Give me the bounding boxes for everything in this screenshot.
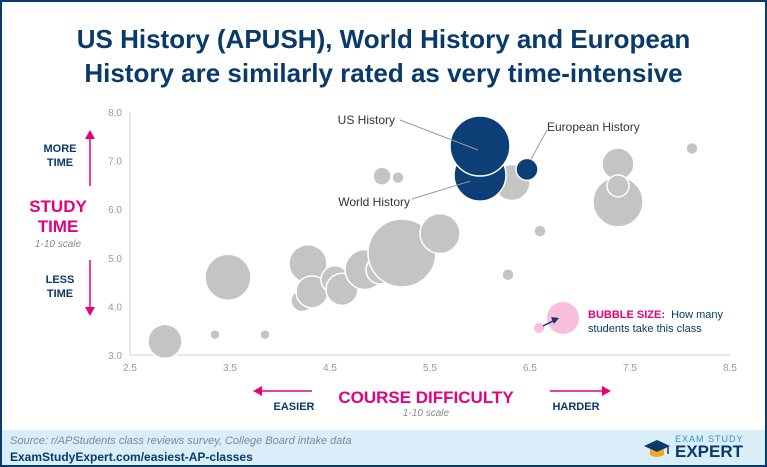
footer: Source: r/APStudents class reviews surve… [2,430,765,465]
right-arrow-icon [602,386,611,396]
x-tick-label: 6.5 [523,363,537,374]
course-bubble [209,328,221,341]
x-tick-label: 3.5 [223,363,237,374]
y-tick-label: 3.0 [108,351,122,362]
less-time-line-1: LESS [46,274,75,286]
source-note: Source: r/APStudents class reviews surve… [10,435,352,447]
title-line-2: History are similarly rated as very time… [84,58,683,88]
callouts-layer: US History World History European History [338,113,640,209]
title-line-1: US History (APUSH), World History and Eu… [76,24,691,54]
site-url[interactable]: ExamStudyExpert.com/easiest-AP-classes [10,450,253,464]
less-time-line-2: TIME [47,288,73,300]
us-history-leader-line [399,119,479,151]
harder-label: HARDER [552,401,599,413]
chart-axes [129,112,730,356]
bubble-size-title: BUBBLE SIZE: [588,309,665,321]
course-difficulty-label: COURSE DIFFICULTY [338,388,514,407]
x-tick-labels: 2.5 3.5 4.5 5.5 6.5 7.5 8.5 [123,363,737,374]
bubble-size-legend: BUBBLE SIZE: How many students take this… [534,302,724,335]
course-bubble [259,328,271,341]
x-tick-label: 7.5 [623,363,637,374]
x-tick-label: 4.5 [323,363,337,374]
logo-text-top: EXAM STUDY [675,434,744,444]
more-time-line-1: MORE [44,143,77,155]
course-bubble [204,253,252,301]
x-tick-label: 8.5 [723,363,737,374]
easier-label: EASIER [274,401,315,413]
brand-logo: EXAM STUDY EXPERT [643,434,753,462]
course-bubble [147,323,183,360]
graduation-cap-icon [644,440,670,457]
european-history-label: European History [547,120,640,134]
bubble-size-text-2: students take this class [588,323,702,335]
study-time-line-1: STUDY [29,197,87,216]
bubbles-layer [147,115,699,360]
highlight-bubble [449,115,511,177]
course-bubble [391,170,405,185]
bubble-size-text-1: How many [671,309,723,321]
more-time-line-2: TIME [47,157,73,169]
left-arrow-icon [253,386,262,396]
chart-title: US History (APUSH), World History and Eu… [2,22,765,90]
y-tick-label: 4.0 [108,302,122,313]
course-bubble [533,224,547,238]
course-bubble [685,141,699,156]
world-history-label: World History [338,195,410,209]
us-history-label: US History [338,113,395,127]
world-history-leader-line [411,180,471,200]
x-tick-label: 2.5 [123,363,137,374]
y-scale-note: 1-10 scale [35,239,82,250]
course-bubble [372,166,392,186]
bubble-size-line-1: BUBBLE SIZE: How many [588,309,724,321]
logo-text-main: EXPERT [675,442,744,461]
course-bubble [501,268,515,282]
y-tick-label: 6.0 [108,205,122,216]
y-tick-label: 7.0 [108,157,122,168]
x-axis-annotations: EASIER COURSE DIFFICULTY 1-10 scale HARD… [253,386,611,419]
y-tick-label: 8.0 [108,108,122,119]
legend-large-bubble [547,302,579,334]
y-tick-labels: 3.0 4.0 5.0 6.0 7.0 8.0 [108,108,122,362]
up-arrow-icon [85,130,95,139]
y-axis-annotations: MORE TIME STUDY TIME 1-10 scale LESS TIM… [29,130,95,316]
legend-small-bubble [534,323,544,333]
highlight-bubble [515,157,539,182]
y-tick-label: 5.0 [108,254,122,265]
bubble-chart: 3.0 4.0 5.0 6.0 7.0 8.0 2.5 3.5 4.5 5.5 6.5 7.5 8.5… [29,108,737,419]
x-scale-note: 1-10 scale [403,408,450,419]
european-history-leader-line [530,129,548,160]
course-bubble [606,174,630,198]
down-arrow-icon [85,307,95,316]
course-bubble [419,212,461,255]
x-tick-label: 5.5 [423,363,437,374]
study-time-line-2: TIME [38,217,79,236]
legend-arrow-icon [551,317,559,324]
